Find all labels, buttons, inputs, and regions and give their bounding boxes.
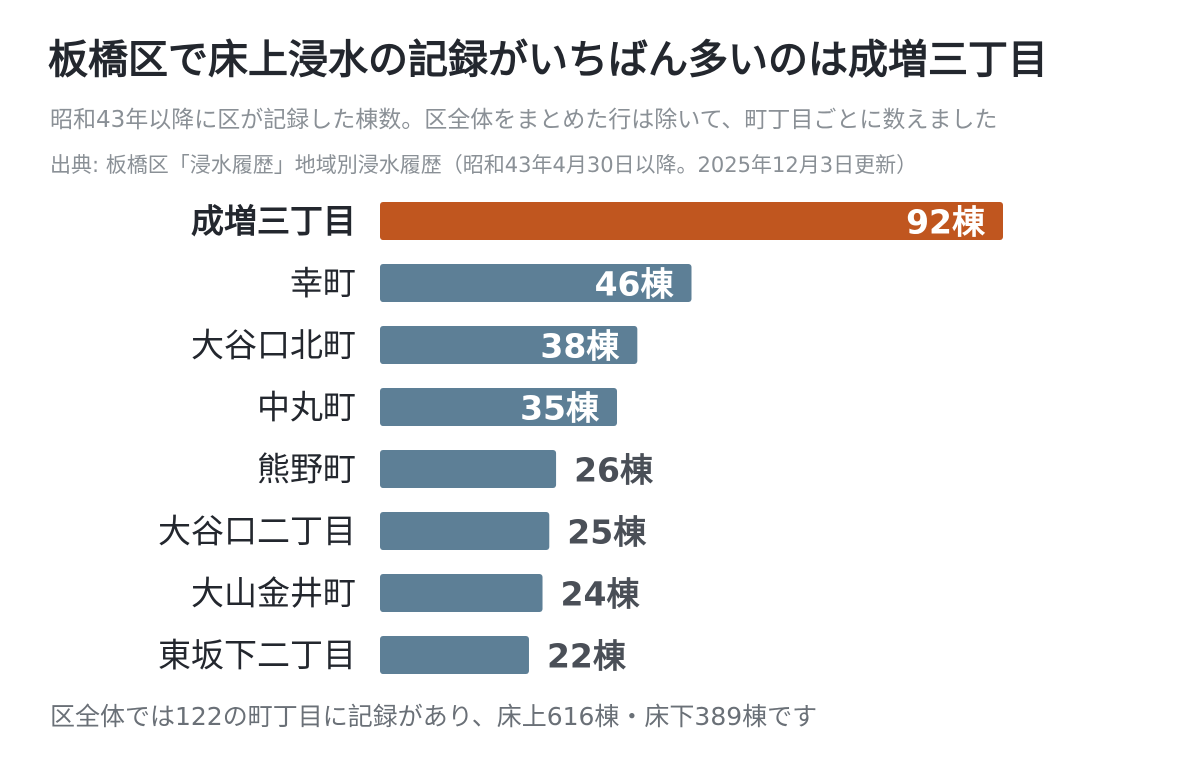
value-label: 46棟	[595, 265, 675, 304]
category-label: 中丸町	[257, 388, 356, 427]
bar	[380, 326, 638, 364]
bar	[380, 574, 543, 612]
value-label: 26棟	[574, 451, 654, 490]
category-label: 成増三丁目	[191, 202, 356, 241]
category-label: 大谷口二丁目	[158, 512, 356, 551]
value-label: 25棟	[567, 513, 647, 552]
value-label: 38棟	[540, 327, 620, 366]
bar-highlight	[380, 202, 1003, 240]
chart-footnote: 区全体では122の町丁目に記録があり、床上616棟・床下389棟です	[50, 702, 818, 731]
value-label: 24棟	[561, 575, 641, 614]
chart-title: 板橋区で床上浸水の記録がいちばん多いのは成増三丁目	[48, 37, 1048, 83]
bar	[380, 512, 550, 550]
category-label: 熊野町	[257, 450, 356, 489]
bar	[380, 264, 692, 302]
bar	[380, 636, 529, 674]
category-label: 大山金井町	[191, 574, 356, 613]
bar	[380, 450, 557, 488]
category-label: 大谷口北町	[191, 326, 356, 365]
value-label: 35棟	[520, 389, 600, 428]
chart-subtitle: 昭和43年以降に区が記録した棟数。区全体をまとめた行は除いて、町丁目ごとに数えま…	[50, 107, 998, 133]
category-label: 東坂下二丁目	[158, 636, 356, 675]
bar	[380, 388, 618, 426]
value-label: 92棟	[906, 203, 986, 242]
category-label: 幸町	[290, 264, 356, 303]
chart-source: 出典: 板橋区「浸水履歴」地域別浸水履歴（昭和43年4月30日以降。2025年1…	[50, 153, 918, 177]
value-label: 22棟	[547, 637, 627, 676]
